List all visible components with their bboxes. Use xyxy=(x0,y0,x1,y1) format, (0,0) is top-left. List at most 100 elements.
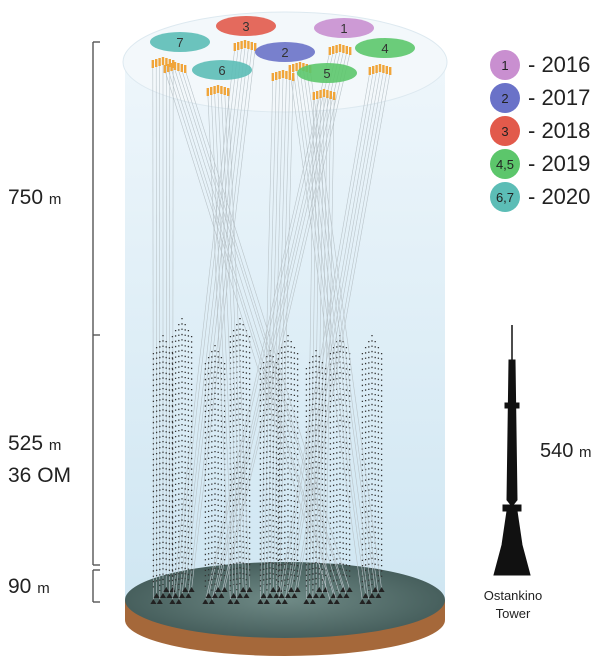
buoy-mark xyxy=(165,58,168,66)
anchor-mark xyxy=(218,593,225,598)
cluster-disc xyxy=(314,18,374,38)
buoy-mark xyxy=(233,43,236,51)
anchor-mark xyxy=(179,593,185,598)
buoy-mark xyxy=(168,59,171,67)
cluster-discs: 7 3 1 2 4 6 5 xyxy=(150,16,415,100)
tower-height-label: 540 m xyxy=(540,440,592,462)
cluster-disc xyxy=(255,42,315,62)
cluster-number: 7 xyxy=(176,35,183,50)
buoy-mark xyxy=(184,65,187,73)
legend-color-dot: 6,7 xyxy=(490,182,520,212)
buoy-mark xyxy=(345,46,348,54)
anchor-mark xyxy=(343,593,350,598)
cluster-number: 4 xyxy=(381,41,388,56)
anchor-mark xyxy=(227,599,234,604)
anchor-mark xyxy=(294,587,301,592)
anchor-mark xyxy=(378,587,385,592)
anchor-mark xyxy=(263,599,270,604)
buoy-mark xyxy=(285,71,288,79)
anchor-mark xyxy=(306,593,313,598)
anchor-mark xyxy=(359,599,366,604)
anchor-mark xyxy=(316,587,323,592)
optical-modules-label: 36 OM xyxy=(8,464,72,487)
string-line xyxy=(325,96,335,590)
cluster-disc xyxy=(355,38,415,58)
string-line xyxy=(306,69,379,596)
buoy-mark xyxy=(329,91,332,99)
buoy-mark xyxy=(298,62,302,70)
buoy-mark xyxy=(158,58,161,66)
buoy-mark xyxy=(275,72,278,80)
string-line xyxy=(152,64,154,602)
anchor-mark xyxy=(205,593,212,598)
tower-name-label: Ostankino Tower xyxy=(483,588,543,621)
buoy-mark xyxy=(292,73,295,81)
anchor-mark xyxy=(160,593,166,598)
anchor-mark xyxy=(175,599,182,604)
legend-year-label: - 2017 xyxy=(528,85,591,110)
anchor-mark xyxy=(185,593,192,598)
cluster-number: 1 xyxy=(340,21,347,36)
string-line xyxy=(318,96,328,590)
anchor-mark xyxy=(150,599,157,604)
buoy-mark xyxy=(316,91,319,99)
string-line xyxy=(184,69,350,590)
anchor-mark xyxy=(327,599,334,604)
string-line xyxy=(172,47,236,602)
anchor-mark xyxy=(221,587,228,592)
buoy-mark xyxy=(349,47,352,55)
buoy-mark xyxy=(378,64,382,72)
string-line xyxy=(292,69,366,596)
anchor-mark xyxy=(365,599,372,604)
string-line xyxy=(296,69,370,602)
anchor-mark xyxy=(156,599,163,604)
anchor-mark xyxy=(291,593,298,598)
cluster-disc xyxy=(297,63,357,83)
buoy-mark xyxy=(240,41,243,49)
anchor-mark xyxy=(337,593,343,598)
buoy-mark xyxy=(328,47,331,55)
string-line xyxy=(269,77,284,596)
string-line xyxy=(309,69,382,590)
string-line xyxy=(181,47,246,596)
anchor-mark xyxy=(330,593,337,598)
buoy-mark xyxy=(247,41,250,49)
string-line xyxy=(278,71,371,602)
buoy-mark xyxy=(243,40,247,48)
anchor-mark xyxy=(230,593,237,598)
buoy-mark xyxy=(167,64,170,72)
legend-item: 1 - 2016 xyxy=(490,50,590,80)
anchor-mark xyxy=(188,587,195,592)
legend-color-dot: 3 xyxy=(490,116,520,146)
string-line xyxy=(217,92,241,596)
legend-year-label: - 2016 xyxy=(528,52,591,77)
string-line xyxy=(214,92,238,602)
string-line xyxy=(312,96,321,602)
anchor-mark xyxy=(278,593,285,598)
anchor-mark xyxy=(270,587,277,592)
string-line xyxy=(178,69,344,590)
buoy-mark xyxy=(292,64,295,72)
anchor-mark xyxy=(276,587,283,592)
string-line xyxy=(164,69,331,602)
string-line xyxy=(294,71,388,596)
anchor-mark xyxy=(237,593,243,598)
string-line xyxy=(221,92,244,590)
detector-strings xyxy=(150,47,391,604)
anchor-mark xyxy=(309,599,316,604)
cluster-number: 6 xyxy=(218,63,225,78)
buoy-mark xyxy=(312,92,315,100)
buoy-mark xyxy=(326,90,329,98)
buoy-mark xyxy=(271,73,274,81)
legend-item: 6,7 - 2020 xyxy=(490,182,590,212)
anchor-mark xyxy=(215,587,222,592)
buoy-mark xyxy=(210,87,213,95)
buoy-mark xyxy=(163,65,166,73)
anchor-mark xyxy=(246,587,253,592)
string-line xyxy=(207,92,231,602)
cluster-number: 5 xyxy=(323,66,330,81)
buoy-mark xyxy=(177,63,180,71)
height-90-label: 90 m xyxy=(8,575,50,598)
anchor-mark xyxy=(273,593,280,598)
